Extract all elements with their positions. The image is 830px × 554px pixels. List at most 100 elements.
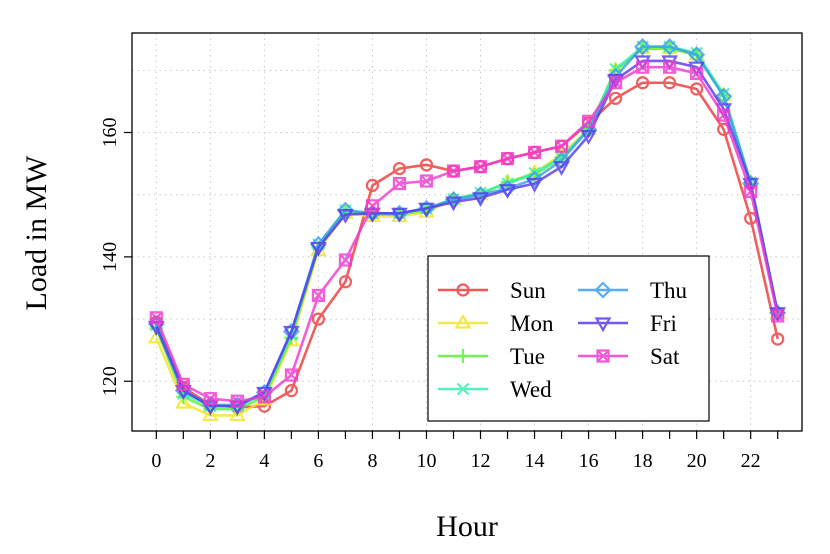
x-tick-label: 0 (151, 450, 161, 472)
legend-marker (454, 313, 472, 329)
data-point-fri (580, 130, 597, 145)
data-point-sat (663, 60, 677, 74)
x-tick-label: 18 (633, 450, 653, 472)
data-point-fri (418, 202, 435, 218)
data-point-fri (553, 161, 570, 176)
data-point-sat (500, 152, 515, 166)
data-point-sun (608, 91, 623, 105)
data-point-sat (554, 139, 569, 153)
grid (132, 33, 802, 431)
legend: Sun Mon Tue Wed Thu Fri Sat (427, 255, 710, 422)
legend-label: Sat (650, 344, 680, 369)
data-point-thu (661, 38, 679, 56)
x-tick-label: 4 (259, 450, 269, 472)
data-point-sat (636, 60, 650, 74)
legend-marker (456, 349, 470, 363)
data-point-sun (419, 158, 434, 172)
data-point-mon (201, 406, 219, 422)
x-tick-label: 8 (367, 450, 377, 472)
data-point-sun (636, 76, 650, 90)
data-point-sat (230, 394, 244, 408)
legend-label: Mon (510, 311, 554, 336)
data-point-thu (525, 170, 544, 188)
data-point-sun (338, 275, 353, 289)
data-point-sat (149, 311, 163, 325)
legend-item-sat (578, 349, 628, 363)
legend-marker (594, 317, 612, 333)
x-tick-label: 2 (205, 450, 215, 472)
data-point-fri (310, 241, 327, 257)
legend-marker (456, 382, 470, 396)
legend-box (427, 255, 710, 422)
x-tick-label: 14 (525, 450, 545, 472)
y-tick-label: 160 (99, 118, 121, 148)
data-point-sat (527, 145, 542, 159)
data-point-sat (581, 114, 596, 128)
x-tick-label: 12 (471, 450, 491, 472)
data-point-sun (365, 178, 380, 192)
data-point-sat (203, 392, 217, 406)
data-point-fri (201, 400, 219, 416)
data-point-sat (365, 199, 380, 213)
data-point-sun (690, 82, 704, 96)
y-tick-label: 120 (99, 366, 121, 396)
data-point-sun (284, 383, 298, 398)
y-axis-title: Load in MW (20, 155, 53, 311)
legend-item-thu (578, 281, 628, 299)
data-point-thu (634, 38, 652, 56)
data-point-sat (446, 164, 461, 178)
legend-item-mon (438, 313, 488, 329)
data-point-sat (608, 76, 623, 90)
data-point-fri (391, 207, 408, 223)
data-point-fri (337, 208, 354, 224)
y-axis: 120 140 160 (99, 118, 132, 396)
legend-item-fri (578, 317, 628, 333)
x-tick-label: 22 (741, 450, 761, 472)
data-point-sat (311, 288, 326, 303)
data-point-fri (283, 325, 300, 341)
data-point-sun (771, 332, 785, 346)
plot-frame (131, 32, 803, 432)
data-point-sun (311, 312, 326, 326)
legend-marker (594, 281, 612, 299)
data-point-sat (690, 66, 704, 81)
series-lines (147, 38, 787, 422)
data-point-mon (174, 393, 192, 409)
data-point-sun (663, 76, 677, 90)
data-point-fri (445, 196, 462, 212)
legend-label: Fri (650, 311, 677, 336)
data-point-sat (176, 377, 190, 391)
data-point-sat (717, 108, 731, 122)
data-point-mon (228, 406, 246, 422)
x-tick-label: 10 (416, 450, 436, 472)
data-point-fri (526, 177, 543, 193)
legend-item-sun (438, 283, 488, 297)
legend-label: Sun (510, 278, 546, 303)
data-point-sat (771, 309, 785, 323)
series-sat (149, 60, 785, 408)
legend-item-tue (438, 349, 488, 363)
legend-marker (456, 283, 470, 297)
data-point-sat (284, 368, 298, 382)
x-tick-label: 16 (579, 450, 599, 472)
x-axis: 0 2 4 6 8 10 12 14 16 18 20 22 (151, 431, 779, 472)
legend-label: Thu (650, 278, 688, 303)
data-point-sat (419, 174, 434, 188)
data-point-sat (744, 184, 758, 199)
x-axis-title: Hour (436, 510, 498, 543)
legend-label: Wed (510, 377, 552, 402)
x-tick-label: 20 (687, 450, 707, 472)
legend-item-wed (438, 382, 488, 396)
x-tick-label: 6 (313, 450, 323, 472)
data-point-sun (392, 161, 407, 176)
data-point-thu (336, 201, 354, 219)
data-point-sat (392, 176, 407, 191)
data-point-sat (257, 390, 271, 404)
data-point-sat (473, 160, 488, 174)
data-point-fri (499, 184, 516, 199)
legend-marker (596, 349, 610, 363)
data-point-fri (472, 192, 489, 208)
y-tick-label: 140 (99, 242, 121, 272)
data-point-fri (174, 384, 192, 400)
